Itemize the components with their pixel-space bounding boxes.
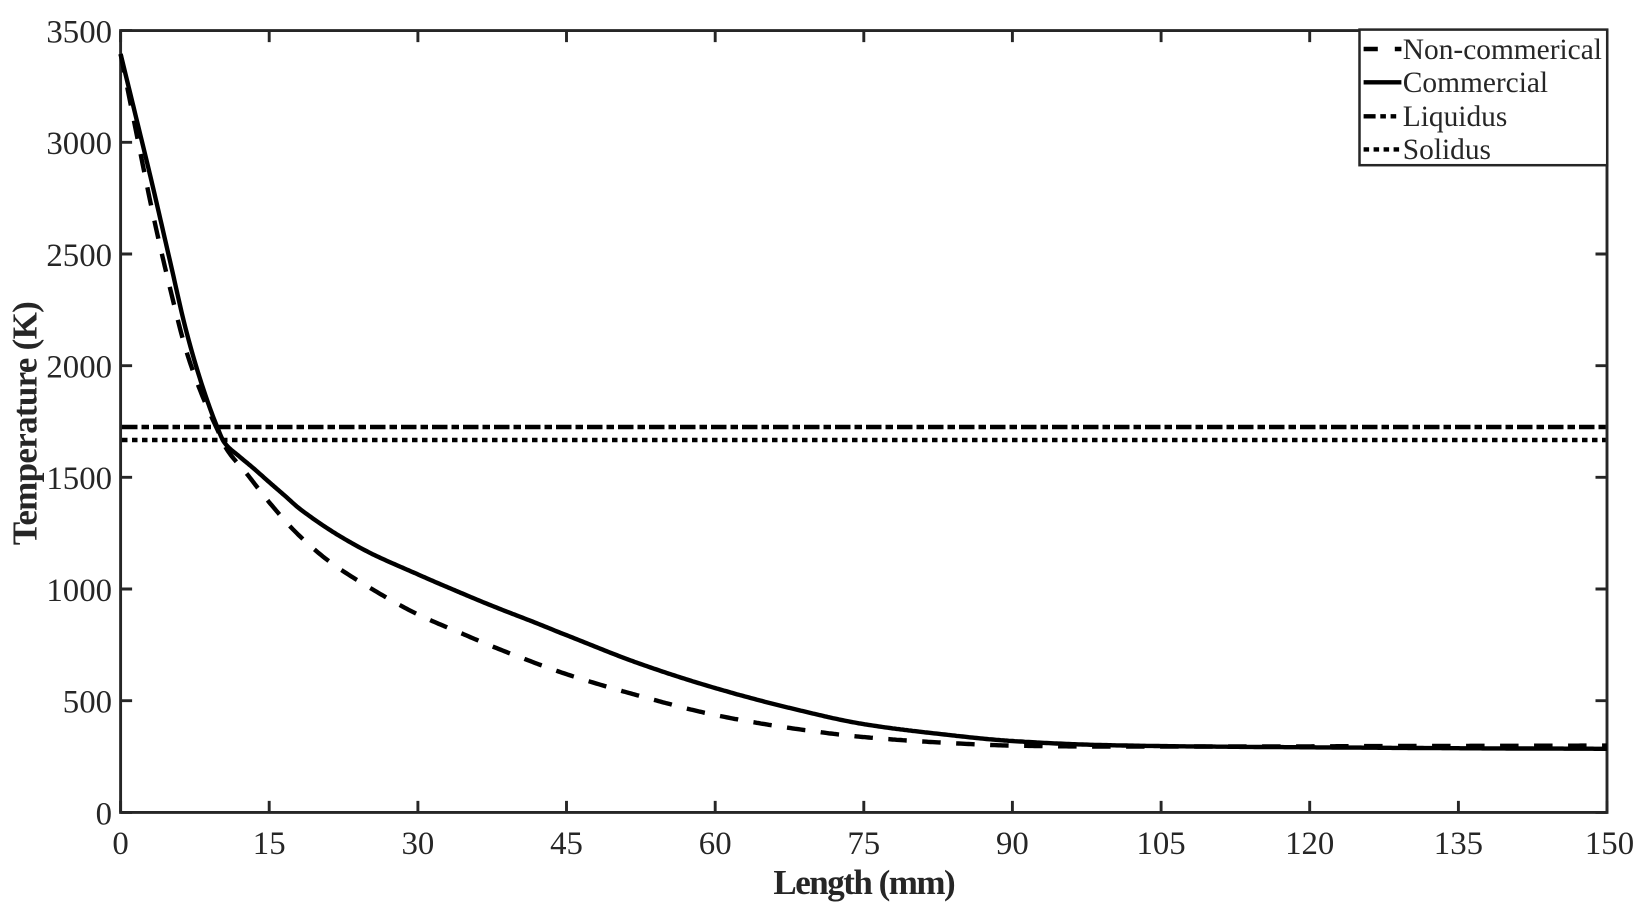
svg-text:0: 0	[112, 826, 128, 862]
svg-text:Temperature (K): Temperature (K)	[6, 302, 45, 545]
svg-text:500: 500	[63, 685, 112, 721]
svg-text:2500: 2500	[46, 238, 112, 274]
svg-text:0: 0	[96, 796, 112, 832]
svg-text:60: 60	[699, 826, 732, 862]
svg-text:120: 120	[1285, 826, 1334, 862]
svg-text:30: 30	[402, 826, 435, 862]
svg-text:15: 15	[253, 826, 286, 862]
svg-text:Solidus: Solidus	[1403, 134, 1491, 166]
svg-text:2000: 2000	[46, 350, 112, 386]
svg-text:Liquidus: Liquidus	[1403, 101, 1508, 133]
svg-text:150: 150	[1585, 826, 1634, 862]
svg-text:Length (mm): Length (mm)	[773, 863, 955, 902]
svg-text:105: 105	[1136, 826, 1185, 862]
svg-text:3000: 3000	[46, 126, 112, 162]
svg-text:1000: 1000	[46, 573, 112, 609]
svg-text:Commercial: Commercial	[1403, 67, 1548, 99]
svg-text:Non-commerical: Non-commerical	[1403, 34, 1602, 66]
svg-text:45: 45	[550, 826, 583, 862]
svg-text:3500: 3500	[46, 15, 112, 51]
svg-text:75: 75	[847, 826, 880, 862]
svg-text:1500: 1500	[46, 461, 112, 497]
svg-text:135: 135	[1434, 826, 1483, 862]
svg-text:90: 90	[996, 826, 1029, 862]
